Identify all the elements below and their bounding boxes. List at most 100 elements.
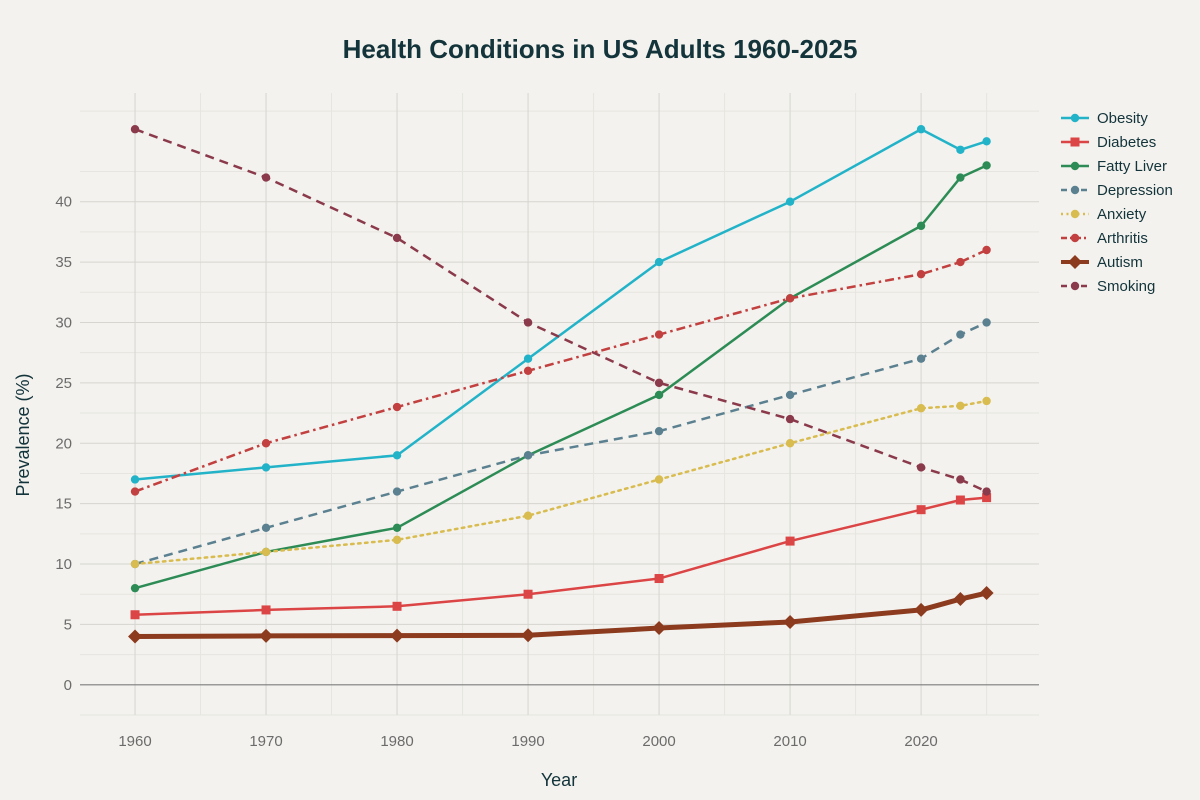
data-point-depression — [916, 354, 926, 363]
data-point-obesity — [785, 197, 795, 206]
x-axis-title: Year — [541, 770, 577, 790]
legend-swatch-marker-anxiety — [1070, 209, 1080, 219]
y-axis-title: Prevalence (%) — [13, 373, 33, 496]
data-point-depression — [785, 390, 795, 400]
data-point-smoking — [916, 463, 926, 472]
data-point-arthritis — [392, 402, 402, 412]
legend[interactable]: Obesity Diabetes Fatty Liver Depression Anxi… — [1061, 110, 1173, 295]
data-point-diabetes — [916, 505, 926, 515]
data-point-arthritis — [130, 487, 140, 496]
legend-item-smoking[interactable]: Smoking — [1061, 278, 1155, 295]
data-point-depression — [982, 318, 991, 327]
legend-item-fatty-liver[interactable]: Fatty Liver — [1061, 158, 1167, 175]
data-point-anxiety — [654, 475, 664, 484]
legend-swatch-marker-arthritis — [1070, 233, 1080, 243]
legend-label-autism: Autism — [1097, 254, 1143, 271]
data-point-fatty-liver — [392, 523, 402, 532]
x-tick-label: 2020 — [904, 733, 937, 750]
y-tick-label: 35 — [55, 254, 72, 271]
data-point-autism — [259, 628, 274, 643]
data-point-autism — [128, 629, 143, 644]
legend-swatch-marker-depression — [1070, 185, 1080, 195]
axis-layer: 1960 1970 1980 1990 2000 2010 2020 0 5 10 15 20 25 30… — [55, 194, 937, 750]
series-line-anxiety — [133, 399, 988, 566]
legend-label-depression: Depression — [1097, 182, 1173, 199]
legend-label-arthritis: Arthritis — [1097, 230, 1148, 247]
data-point-arthritis — [785, 294, 795, 303]
y-tick-label: 10 — [55, 556, 72, 573]
data-point-autism — [914, 602, 929, 617]
data-point-obesity — [956, 145, 965, 154]
data-point-autism — [521, 628, 536, 643]
data-point-diabetes — [955, 495, 965, 505]
data-point-smoking — [956, 475, 965, 484]
data-point-fatty-liver — [654, 390, 664, 400]
data-point-diabetes — [523, 589, 533, 599]
legend-label-smoking: Smoking — [1097, 278, 1155, 295]
data-point-autism — [979, 586, 994, 601]
data-point-arthritis — [916, 269, 926, 279]
grid-layer — [80, 93, 1039, 716]
data-point-smoking — [392, 233, 402, 243]
data-point-autism — [953, 592, 968, 607]
legend-item-obesity[interactable]: Obesity — [1061, 110, 1148, 127]
y-tick-label: 15 — [55, 496, 72, 513]
data-point-arthritis — [982, 245, 991, 255]
legend-label-diabetes: Diabetes — [1097, 134, 1156, 151]
legend-item-anxiety[interactable]: Anxiety — [1061, 206, 1147, 223]
data-point-smoking — [654, 378, 664, 388]
legend-item-depression[interactable]: Depression — [1061, 182, 1173, 199]
legend-label-anxiety: Anxiety — [1097, 206, 1147, 223]
data-point-anxiety — [785, 439, 795, 448]
x-tick-label: 1990 — [511, 733, 544, 750]
data-point-anxiety — [523, 511, 533, 520]
series-obesity — [130, 125, 991, 484]
data-point-diabetes — [654, 574, 664, 584]
data-point-diabetes — [130, 610, 140, 620]
data-point-obesity — [916, 125, 926, 134]
series-line-obesity — [134, 127, 987, 481]
x-tick-label: 1970 — [249, 733, 282, 750]
data-point-autism — [652, 621, 667, 636]
data-point-obesity — [392, 451, 402, 460]
data-point-autism — [783, 615, 798, 630]
data-point-arthritis — [956, 257, 965, 267]
data-point-arthritis — [523, 366, 533, 375]
legend-item-diabetes[interactable]: Diabetes — [1061, 134, 1156, 151]
data-point-diabetes — [392, 601, 402, 611]
data-point-smoking — [982, 487, 991, 496]
series-line-smoking — [134, 128, 988, 493]
legend-swatch-marker-obesity — [1070, 113, 1080, 123]
data-point-anxiety — [916, 404, 926, 413]
data-point-anxiety — [982, 396, 991, 406]
data-point-smoking — [785, 414, 795, 424]
data-point-autism — [390, 628, 405, 643]
data-point-fatty-liver — [916, 221, 926, 231]
y-tick-label: 30 — [55, 314, 72, 331]
legend-item-autism[interactable]: Autism — [1061, 254, 1143, 271]
legend-swatch-marker-fatty-liver — [1070, 161, 1080, 171]
series-line-autism — [135, 590, 988, 639]
chart-title: Health Conditions in US Adults 1960-2025 — [343, 34, 858, 64]
data-point-anxiety — [261, 547, 271, 557]
data-point-depression — [261, 523, 271, 532]
data-point-smoking — [523, 318, 533, 327]
series-anxiety — [130, 396, 991, 569]
series-fatty-liver — [130, 161, 991, 593]
data-point-smoking — [261, 173, 271, 182]
data-point-obesity — [261, 463, 271, 472]
legend-swatch-marker-smoking — [1070, 281, 1080, 291]
data-point-arthritis — [261, 439, 271, 448]
data-point-depression — [523, 451, 533, 460]
series-line-arthritis — [134, 248, 988, 493]
y-tick-label: 5 — [64, 616, 72, 633]
x-tick-label: 1980 — [380, 733, 413, 750]
y-tick-label: 40 — [55, 194, 72, 211]
data-point-fatty-liver — [982, 161, 991, 170]
data-point-anxiety — [130, 559, 140, 569]
legend-item-arthritis[interactable]: Arthritis — [1061, 230, 1148, 247]
data-point-fatty-liver — [130, 583, 140, 593]
x-tick-label: 2000 — [642, 733, 675, 750]
